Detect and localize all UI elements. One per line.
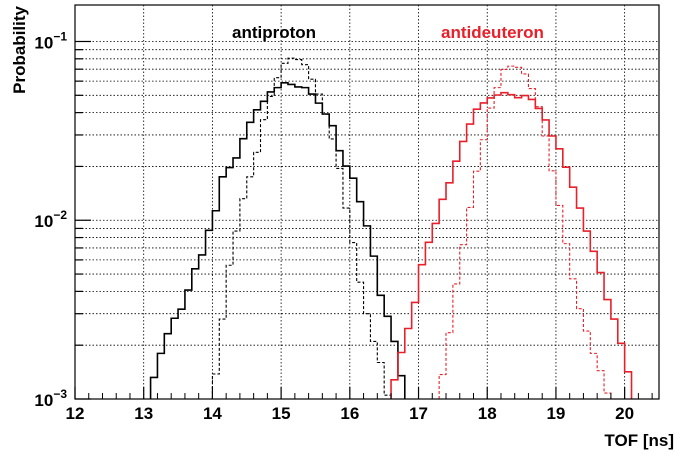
y-tick-label: 10−1 xyxy=(34,29,67,52)
axis-ticks xyxy=(74,40,653,400)
histogram-series-0-solid xyxy=(149,82,406,399)
x-tick-label: 17 xyxy=(409,404,428,423)
grid-lines xyxy=(75,5,659,399)
x-tick-label: 20 xyxy=(615,404,634,423)
histogram-series-1-dashed xyxy=(211,57,392,399)
histogram-series-2-solid xyxy=(390,91,633,399)
y-tick-label: 10−2 xyxy=(34,208,67,231)
histogram-series-3-dashed xyxy=(438,65,612,399)
x-tick-label: 14 xyxy=(203,404,222,423)
x-tick-label: 12 xyxy=(66,404,85,423)
y-axis-title: Probability xyxy=(10,5,29,93)
x-tick-label: 15 xyxy=(272,404,291,423)
plot-frame xyxy=(74,4,660,400)
x-tick-label: 13 xyxy=(134,404,153,423)
x-tick-label: 18 xyxy=(478,404,497,423)
legend-antiproton: antiproton xyxy=(232,23,316,42)
x-tick-label: 16 xyxy=(340,404,359,423)
x-tick-labels: 12 13 14 15 16 17 18 19 20 xyxy=(66,404,635,423)
x-tick-label: 19 xyxy=(546,404,565,423)
y-tick-label: 10−3 xyxy=(34,387,67,410)
legend-antideuteron: antideuteron xyxy=(441,23,544,42)
y-tick-labels: 10−3 10−2 10−1 xyxy=(34,29,67,410)
histogram-series xyxy=(149,57,633,399)
x-axis-title: TOF [ns] xyxy=(604,431,674,450)
